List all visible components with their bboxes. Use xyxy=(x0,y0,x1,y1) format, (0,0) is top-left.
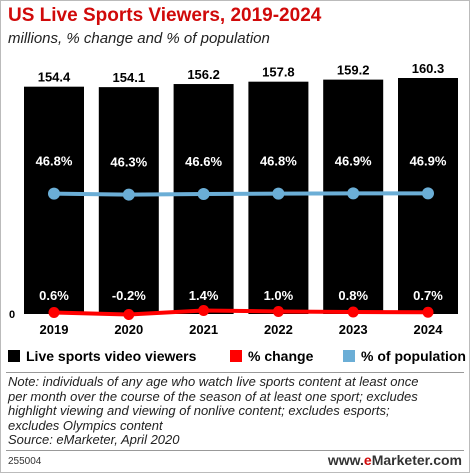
legend-item-change: % change xyxy=(230,348,313,364)
label-change: 0.6% xyxy=(39,288,69,303)
label-population: 46.6% xyxy=(185,154,222,169)
footer-divider xyxy=(6,450,464,451)
point-change xyxy=(272,306,284,317)
point-population xyxy=(197,188,210,200)
chart-canvas: 154.4 154.1 156.2 157.8 159.2 160.3 0 46.8% 46.3… xyxy=(9,61,458,337)
bar-value-label: 160.3 xyxy=(412,61,445,76)
x-tick-label: 2019 xyxy=(40,322,69,337)
legend: Live sports video viewers % change % of … xyxy=(8,348,468,366)
brand-prefix: www. xyxy=(327,452,364,468)
point-population xyxy=(122,188,135,201)
legend-item-viewers: Live sports video viewers xyxy=(8,348,196,364)
legend-label-change: % change xyxy=(248,348,314,364)
legend-swatch-viewers xyxy=(8,350,20,362)
label-population: 46.3% xyxy=(110,155,147,170)
chart-note: Note: individuals of any age who watch l… xyxy=(8,374,466,448)
point-change xyxy=(347,306,359,318)
note-line: excludes Olympics content xyxy=(8,417,163,433)
label-change: 0.8% xyxy=(338,288,368,303)
line-change xyxy=(53,308,429,317)
x-tick-label: 2020 xyxy=(114,322,143,337)
point-change xyxy=(123,309,135,320)
legend-swatch-change xyxy=(230,350,242,362)
note-divider xyxy=(6,372,464,373)
point-change xyxy=(198,305,210,316)
note-line: per month over the course of the season … xyxy=(8,388,418,404)
x-tick-label: 2024 xyxy=(414,322,444,337)
bar-viewers xyxy=(24,86,84,314)
x-tick-label: 2022 xyxy=(264,322,293,337)
legend-item-population: % of population xyxy=(343,348,466,364)
label-population: 46.8% xyxy=(260,154,297,169)
note-line: Note: individuals of any age who watch l… xyxy=(8,374,419,389)
point-population xyxy=(272,187,285,200)
label-change: 1.0% xyxy=(264,288,294,303)
x-tick-label: 2023 xyxy=(339,322,368,337)
chart-title: US Live Sports Viewers, 2019-2024 xyxy=(8,5,322,26)
legend-label-population: % of population xyxy=(361,348,466,364)
point-population xyxy=(347,187,360,200)
brand-e: e xyxy=(363,452,372,468)
legend-label-viewers: Live sports video viewers xyxy=(26,348,197,364)
bar-value-label: 154.1 xyxy=(113,70,146,85)
x-tick-label: 2021 xyxy=(189,322,218,337)
label-population: 46.9% xyxy=(410,153,447,168)
chart-id: 255004 xyxy=(8,456,42,467)
label-population: 46.8% xyxy=(36,154,73,169)
bar-value-label: 156.2 xyxy=(187,67,220,82)
label-change: 0.7% xyxy=(413,288,443,303)
bar-value-label: 159.2 xyxy=(337,63,370,78)
point-change xyxy=(422,306,434,318)
label-change: 1.4% xyxy=(189,288,219,303)
brand-logo: www.eMarketer.com xyxy=(328,452,462,468)
y-zero-label: 0 xyxy=(9,309,15,321)
label-change: -0.2% xyxy=(112,288,146,303)
point-population xyxy=(422,187,434,200)
point-population xyxy=(48,187,60,200)
bar-value-label: 154.4 xyxy=(38,70,71,85)
chart-subtitle: millions, % change and % of population xyxy=(8,30,270,47)
chart-source: Source: eMarketer, April 2020 xyxy=(8,432,180,447)
line-population xyxy=(53,191,428,197)
note-line: highlight viewing and viewing of nonlive… xyxy=(8,403,390,418)
brand-rest: Marketer.com xyxy=(371,452,462,468)
bar-value-label: 157.8 xyxy=(262,65,295,80)
point-change xyxy=(48,307,60,318)
legend-swatch-population xyxy=(343,350,355,362)
label-population: 46.9% xyxy=(335,153,372,168)
